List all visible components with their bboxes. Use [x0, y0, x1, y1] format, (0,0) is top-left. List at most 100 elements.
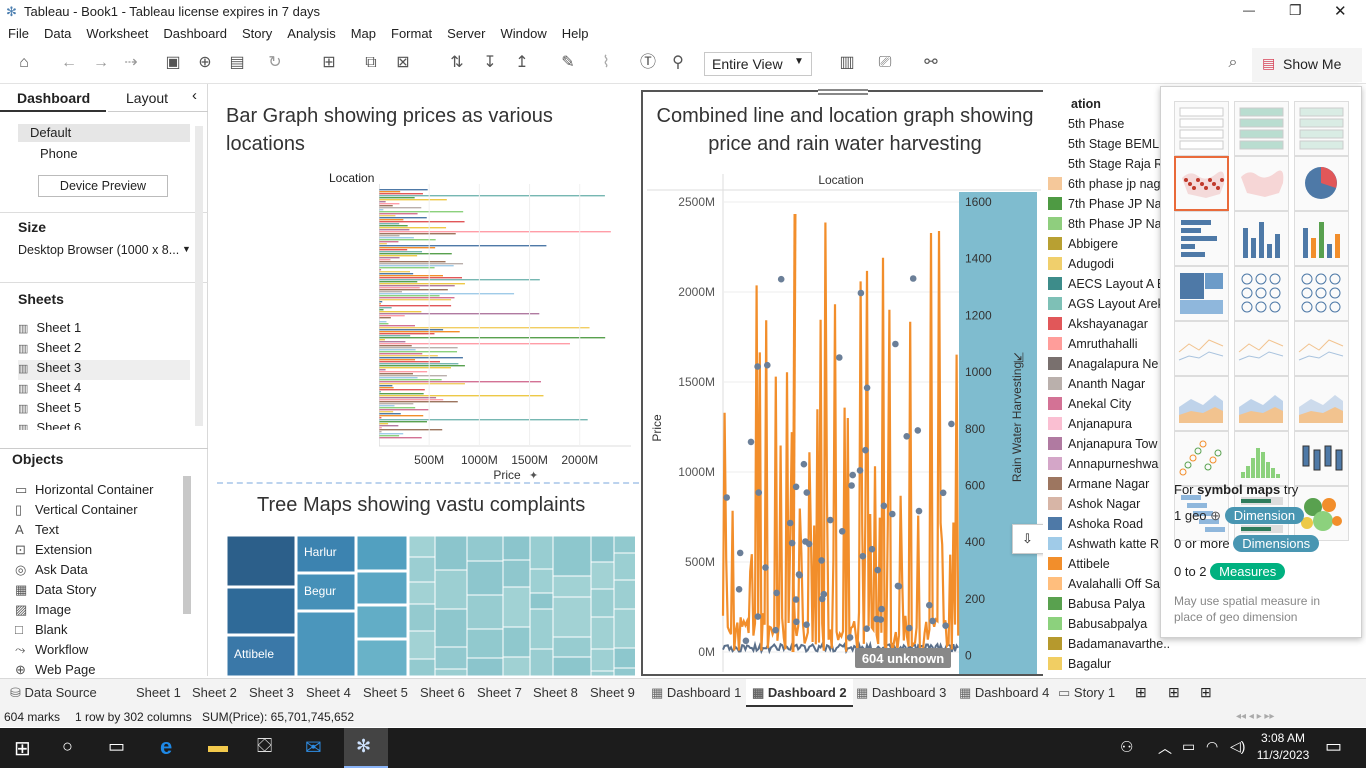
chart-type-scatter-plot-icon[interactable] [1174, 431, 1229, 486]
restore-button[interactable]: ❐ [1289, 2, 1302, 18]
device-preview-button[interactable]: Device Preview [38, 175, 168, 197]
object-web-page[interactable]: ⊕ Web Page [15, 662, 95, 678]
group-icon[interactable]: ⌇ [602, 54, 610, 71]
new-dashboard-icon[interactable]: ⊞ [1168, 684, 1180, 700]
menu-file[interactable]: File [8, 26, 29, 41]
duplicate-icon[interactable]: ⧉ [365, 54, 377, 71]
format-painter-icon[interactable]: ⌕ [1228, 54, 1238, 71]
refresh-icon[interactable]: ↻ [268, 54, 282, 71]
minimize-button[interactable]: — [1243, 3, 1255, 17]
legend-item[interactable]: Ananth Nagar [1048, 377, 1145, 397]
legend-item[interactable]: 5th Stage BEML [1048, 137, 1159, 157]
object-blank[interactable]: □ Blank [15, 622, 68, 637]
object-vertical-container[interactable]: ▯ Vertical Container [15, 502, 138, 518]
new-worksheet-icon[interactable]: ⊞ [1135, 684, 1147, 700]
sheet-item[interactable]: ▥ Sheet 4 [18, 380, 81, 400]
legend-item[interactable]: AECS Layout A B [1048, 277, 1165, 297]
new-story-icon[interactable]: ⊞ [1200, 684, 1212, 700]
legend-item[interactable]: Abbigere [1048, 237, 1118, 257]
legend-item[interactable]: Anagalapura Ne [1048, 357, 1158, 377]
legend-item[interactable]: Armane Nagar [1048, 477, 1149, 497]
show-cards-icon[interactable]: ▥ [839, 54, 855, 71]
tab-sheet-1[interactable]: Sheet 1 [130, 679, 187, 707]
chart-type-stacked-bars-icon[interactable] [1234, 211, 1289, 266]
legend-item[interactable]: 7th Phase JP Na [1048, 197, 1162, 217]
presentation-mode-icon[interactable]: ⎚ [878, 54, 892, 71]
edge-icon[interactable]: e [160, 734, 173, 759]
tab-dashboard-1[interactable]: ▦ Dashboard 1 [645, 679, 747, 707]
chart-type-heat-map-icon[interactable] [1234, 101, 1289, 156]
chart-type-area-discrete-icon[interactable] [1234, 376, 1289, 431]
chart-type-treemap-icon[interactable] [1174, 266, 1229, 321]
legend-item[interactable]: Anekal City [1048, 397, 1131, 417]
legend-item[interactable]: 5th Phase [1048, 117, 1124, 137]
sort-ascending-icon[interactable]: ⇩ [1022, 531, 1033, 546]
clock-time[interactable]: 3:08 AM [1260, 731, 1306, 745]
pause-updates-icon[interactable]: ▤ [229, 54, 245, 71]
legend-item[interactable]: Avalahalli Off Sa [1048, 577, 1160, 597]
menu-map[interactable]: Map [350, 26, 376, 41]
windows-start-icon[interactable]: ⊞ [14, 738, 31, 760]
chart-type-circle-views-icon[interactable] [1234, 266, 1289, 321]
legend-item[interactable]: Adugodi [1048, 257, 1114, 277]
sort-descending-icon[interactable]: ↥ [515, 54, 529, 71]
chart-type-gantt-chart-icon[interactable] [1174, 486, 1229, 541]
tab-layout[interactable]: Layout ‹ [108, 84, 208, 112]
tab-dashboard-4[interactable]: ▦ Dashboard 4 [953, 679, 1055, 707]
tab-sheet-5[interactable]: Sheet 5 [357, 679, 414, 707]
replay-icon[interactable]: ⇢ [124, 54, 138, 71]
share-icon[interactable]: ⚯ [924, 54, 938, 71]
tab-data-source[interactable]: ⛁ Data Source [4, 679, 103, 707]
chart-type-pie-chart-icon[interactable] [1294, 156, 1349, 211]
menu-data[interactable]: Data [43, 26, 72, 41]
menu-analysis[interactable]: Analysis [287, 26, 336, 41]
object-image[interactable]: ▨ Image [15, 602, 71, 618]
tab-sheet-7[interactable]: Sheet 7 [471, 679, 528, 707]
legend-item[interactable]: Amruthahalli [1048, 337, 1137, 357]
tab-dashboard-3[interactable]: ▦ Dashboard 3 [850, 679, 952, 707]
combo-chart[interactable]: Location 2500M 2000M 1500M 1000M 500M 0M 1600 14… [645, 172, 1043, 674]
sheet-item[interactable]: ▥ Sheet 2 [18, 340, 81, 360]
home-icon[interactable]: ⌂ [19, 54, 29, 71]
object-workflow[interactable]: ⤳ Workflow [15, 642, 88, 658]
menu-dashboard[interactable]: Dashboard [163, 26, 227, 41]
collapse-pane-icon[interactable]: ‹ [192, 87, 197, 104]
pin-axes-icon[interactable]: ⚲ [672, 54, 684, 71]
legend-item[interactable]: Annapurneshwa [1048, 457, 1158, 477]
object-extension[interactable]: ⊡ Extension [15, 542, 92, 558]
legend-item[interactable]: Babusa Palya [1048, 597, 1145, 617]
wifi-icon[interactable]: ◠ [1206, 738, 1219, 754]
sheet-item[interactable]: ▥ Sheet 1 [18, 320, 81, 340]
fit-view-select[interactable]: Entire View ▼ [704, 52, 812, 76]
chart-type-dual-combination-icon[interactable] [1294, 376, 1349, 431]
chart-type-discrete-lines-icon[interactable] [1234, 321, 1289, 376]
menu-format[interactable]: Format [391, 26, 433, 41]
chart-type-side-by-side-bars-icon[interactable] [1294, 211, 1349, 266]
chart-type-horizontal-bars-icon[interactable] [1174, 211, 1229, 266]
menu-story[interactable]: Story [241, 26, 273, 41]
tableau-taskbar-button[interactable]: ✻ [344, 728, 388, 768]
legend-item[interactable]: Akshayanagar [1048, 317, 1148, 337]
legend-item[interactable]: Badamanavarthe.. [1048, 637, 1170, 657]
sheet-item[interactable]: ▥ Sheet 6 [18, 420, 81, 430]
redo-icon[interactable]: → [93, 54, 109, 71]
new-datasource-icon[interactable]: ⊕ [198, 54, 212, 71]
legend-item[interactable]: Attibele [1048, 557, 1110, 577]
battery-icon[interactable]: ▭ [1182, 738, 1196, 754]
sheet-item[interactable]: ▥ Sheet 3 [18, 360, 190, 380]
chart-type-histogram-icon[interactable] [1234, 431, 1289, 486]
legend-item[interactable]: 8th Phase JP Na [1048, 217, 1162, 237]
drag-handle[interactable] [818, 89, 868, 95]
combo-container[interactable]: Combined line and location graph showing… [641, 89, 1045, 676]
sheet-item[interactable]: ▥ Sheet 5 [18, 400, 81, 420]
labels-icon[interactable]: Ⓣ [639, 54, 656, 71]
tray-chevron-icon[interactable]: ︿ [1158, 740, 1172, 756]
task-view-icon[interactable]: ▭ [108, 736, 126, 756]
file-explorer-icon[interactable]: ▬ [208, 735, 228, 757]
chart-type-text-table-icon[interactable] [1174, 101, 1229, 156]
chart-type-highlight-table-icon[interactable] [1294, 101, 1349, 156]
mail-icon[interactable]: ✉ [305, 737, 322, 759]
clear-sheet-icon[interactable]: ⊠ [396, 54, 410, 71]
legend-item[interactable]: Ashwath katte R [1048, 537, 1159, 557]
device-default[interactable]: Default [18, 124, 190, 142]
